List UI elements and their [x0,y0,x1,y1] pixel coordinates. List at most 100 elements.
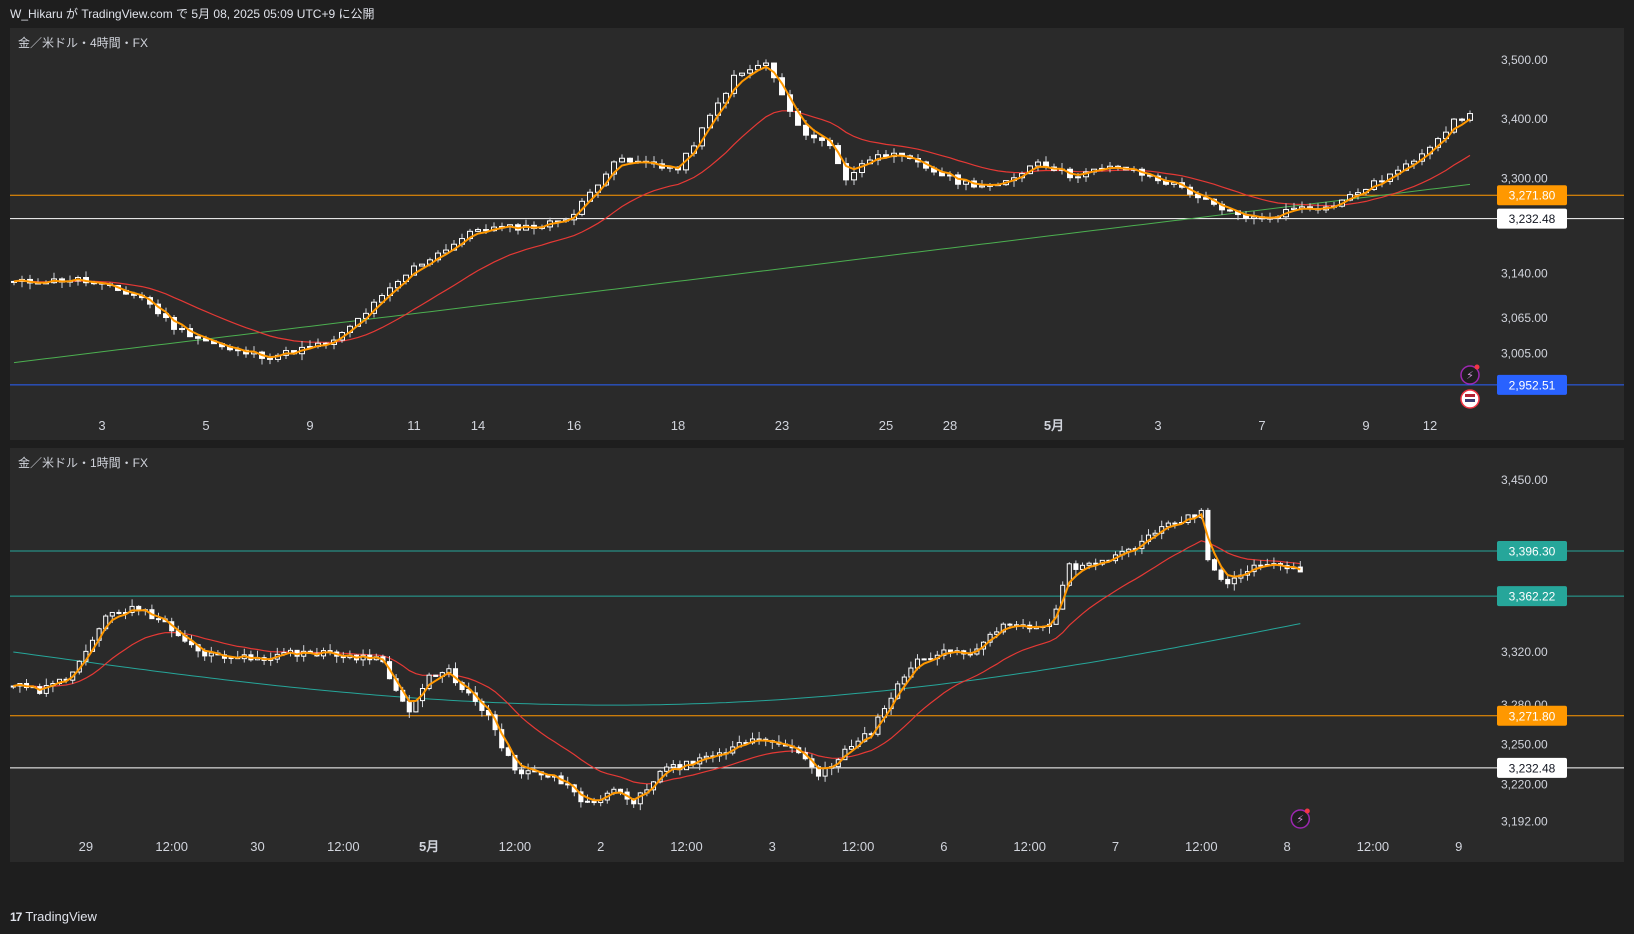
price-level-label: 3,362.22 [1509,590,1556,604]
candle [1227,209,1233,212]
price-level-badge [1497,757,1567,778]
candle [591,800,597,804]
x-tick-label: 12:00 [842,839,875,854]
price-level-label: 3,232.48 [1509,761,1556,775]
chart-title-1h: 金／米ドル・1時間・FX [18,456,149,470]
candle [947,649,954,653]
y-tick-label: 3,005.00 [1501,347,1548,361]
candle [843,163,849,181]
ema-slow-line [13,623,1301,706]
chart-4h-svg[interactable]: 3,500.00 3,400.00 3,300.00 3,140.00 3,065.00… [10,28,1624,440]
candle [1172,522,1178,525]
chart-pane-1h[interactable]: 3,450.00 3,320.00 3,280.00 3,250.00 3,220.00… [10,448,1624,862]
y-tick-label: 3,400.00 [1501,112,1548,126]
candle [179,328,185,331]
price-level-badge [1497,208,1567,229]
candle [822,767,828,777]
candle [483,229,489,232]
ema-mid-line [13,110,1471,344]
x-tick-label: 8 [1283,839,1290,854]
candle [518,769,525,775]
candle [1073,563,1079,570]
candle [1079,564,1086,570]
us-flag-stripe [1465,394,1475,397]
x-tick-label: 28 [943,418,957,433]
x-tick-label: 3 [98,418,105,433]
ema-mid-line [13,540,1301,785]
candle [1379,180,1385,183]
price-level-label: 3,232.48 [1509,212,1556,226]
candle [443,249,449,254]
y-tick-label: 3,140.00 [1501,267,1548,281]
candle [1075,176,1081,179]
x-tick-label: 3 [1154,418,1161,433]
candle [195,336,201,339]
x-tick-label: 12:00 [670,839,703,854]
candle [739,72,745,76]
candle [670,764,676,768]
footer: 17 TradingView [10,906,97,928]
candle [1467,113,1473,121]
footer-brand: TradingView [25,909,97,924]
candle [747,69,753,74]
x-tick-label: 12:00 [155,839,188,854]
candle [883,154,889,158]
candle [426,674,432,690]
candle [171,317,177,330]
ema-fast-line [13,65,1471,359]
x-tick-label: 5月 [1044,418,1064,433]
candle [1231,577,1237,585]
y-tick-label: 3,450.00 [1501,473,1548,487]
candle [1211,559,1218,571]
y-tick-label: 3,300.00 [1501,172,1548,186]
candle [1451,118,1457,133]
x-tick-label: 30 [250,839,264,854]
candles-group [11,59,1473,365]
candle [525,770,531,775]
chart-pane-4h[interactable]: 3,500.00 3,400.00 3,300.00 3,140.00 3,065.00… [10,28,1624,440]
candle [901,676,907,685]
lightning-event-icon [1290,809,1311,829]
price-level-badge [1497,374,1567,395]
x-tick-label: 29 [79,839,93,854]
x-tick-label: 12:00 [327,839,360,854]
candle [1086,562,1092,566]
candle [1007,623,1013,626]
candle [267,357,273,360]
candle [848,746,855,750]
x-tick-label: 18 [671,418,685,433]
candle [475,229,481,232]
y-tick-label: 3,320.00 [1501,645,1548,659]
candle [584,800,591,803]
x-tick-label: 9 [1362,418,1369,433]
candle [109,611,115,617]
candle [851,172,857,181]
x-tick-label: 5月 [419,839,439,854]
candle [413,700,419,713]
price-level-badge [1497,705,1567,726]
candle [921,658,927,661]
publish-header: W_Hikaru が TradingView.com で 5月 08, 2025… [10,7,375,21]
y-tick-label: 3,220.00 [1501,777,1548,791]
candle [1225,578,1231,585]
x-tick-label: 5 [202,418,209,433]
x-tick-label: 16 [567,418,581,433]
tradingview-logo-icon: 17 [10,910,22,924]
notification-dot [1474,364,1480,370]
lightning-event-icon [1460,365,1480,385]
candle [505,747,511,756]
notification-dot [1304,808,1310,814]
candle [43,685,49,694]
x-tick-label: 11 [407,418,421,433]
candle [406,700,412,713]
candle [1218,569,1224,580]
candle [1355,192,1361,196]
candle [1459,118,1465,121]
chart-title-4h: 金／米ドル・4時間・FX [18,36,149,50]
candle [1291,207,1297,211]
price-level-label: 3,396.30 [1509,544,1556,558]
price-level-label: 3,271.80 [1509,189,1556,203]
chart-1h-svg[interactable]: 3,450.003,320.003,280.003,250.003,220.00… [10,448,1624,862]
candle [619,157,625,163]
ema-slow-line [13,183,1471,364]
